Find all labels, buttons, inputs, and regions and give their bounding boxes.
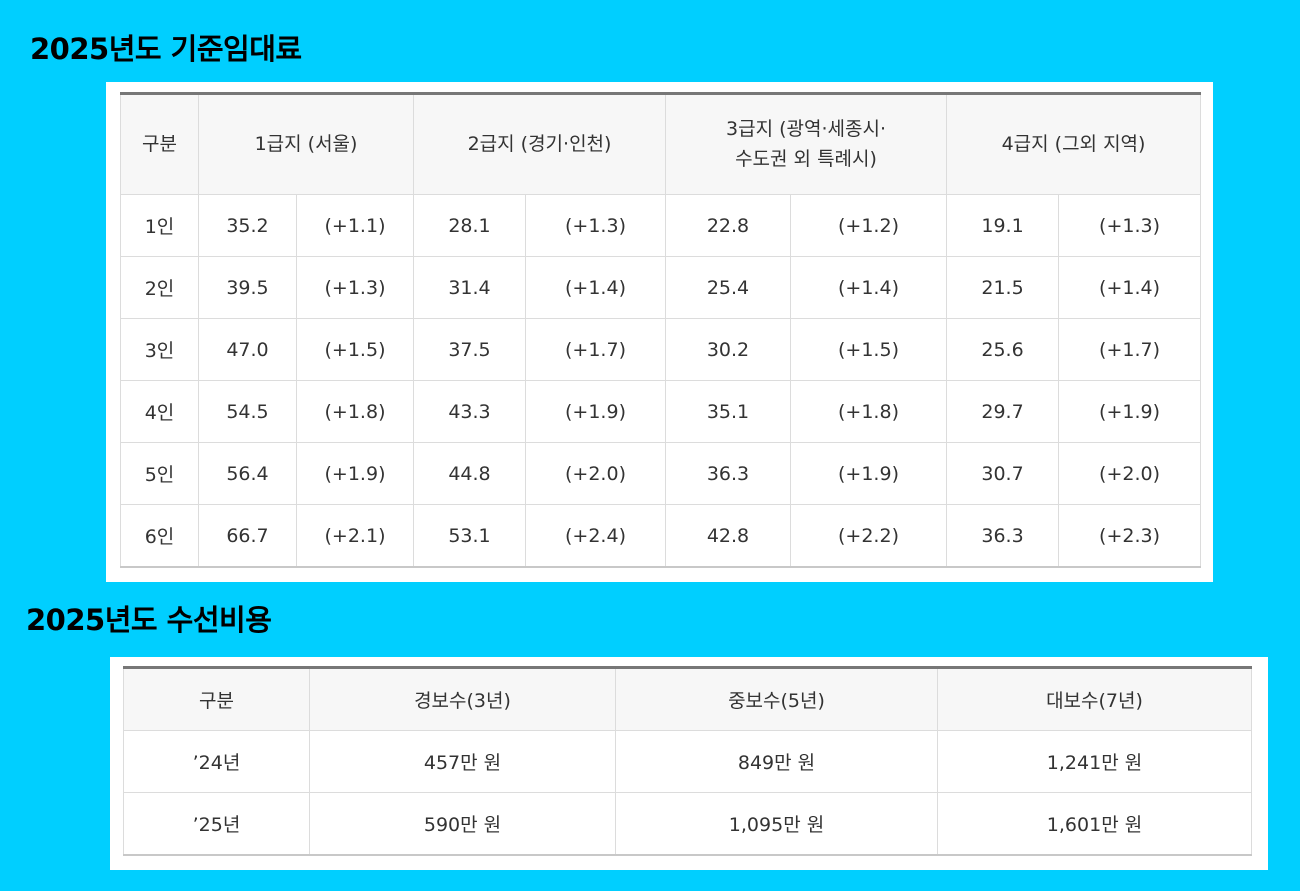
header-category: 구분: [123, 667, 310, 731]
region-3-change: (+1.9): [789, 442, 948, 505]
region-1-rent: 47.0: [198, 318, 297, 381]
region-2-rent: 31.4: [413, 256, 526, 319]
header-region-4: 4급지 (그외 지역): [946, 93, 1202, 195]
region-4-rent: 25.6: [946, 318, 1060, 381]
region-1-rent: 66.7: [198, 504, 297, 568]
row-label: 2인: [120, 256, 199, 319]
rent-section-title: 2025년도 기준임대료: [30, 32, 302, 66]
region-1-rent: 39.5: [198, 256, 297, 319]
region-1-rent: 56.4: [198, 442, 297, 505]
region-3-change: (+1.2): [789, 194, 948, 257]
table-row: 3인 47.0 (+1.5) 37.5 (+1.7) 30.2 (+1.5) 25.6 (+1.…: [120, 318, 1202, 381]
header-medium-repair: 중보수(5년): [615, 667, 938, 731]
region-2-change: (+2.4): [525, 504, 666, 568]
region-3-rent: 25.4: [665, 256, 791, 319]
row-label: 6인: [120, 504, 199, 568]
header-major-repair: 대보수(7년): [937, 667, 1252, 731]
major-repair-cost: 1,601만 원: [937, 792, 1252, 856]
header-region-3-line2: 수도권 외 특례시): [735, 147, 877, 170]
region-2-change: (+1.4): [525, 256, 666, 319]
header-region-1: 1급지 (서울): [198, 93, 414, 195]
row-label: 1인: [120, 194, 199, 257]
rent-table-panel: 구분 1급지 (서울) 2급지 (경기·인천) 3급지 (광역·세종시· 수도권…: [106, 82, 1213, 582]
table-row: 5인 56.4 (+1.9) 44.8 (+2.0) 36.3 (+1.9) 30.7 (+2.…: [120, 442, 1202, 505]
region-4-change: (+2.0): [1058, 442, 1202, 505]
table-row: 1인 35.2 (+1.1) 28.1 (+1.3) 22.8 (+1.2) 19.1 (+1.…: [120, 194, 1202, 257]
row-label: ’25년: [123, 792, 310, 856]
header-region-3-line1: 3급지 (광역·세종시·: [726, 118, 886, 141]
region-4-rent: 36.3: [946, 504, 1060, 568]
region-2-rent: 28.1: [413, 194, 526, 257]
rent-table: 구분 1급지 (서울) 2급지 (경기·인천) 3급지 (광역·세종시· 수도권…: [120, 92, 1202, 568]
region-4-change: (+1.4): [1058, 256, 1202, 319]
table-row: ’24년 457만 원 849만 원 1,241만 원: [123, 730, 1252, 793]
region-2-change: (+1.7): [525, 318, 666, 381]
row-label: ’24년: [123, 730, 310, 793]
region-3-rent: 22.8: [665, 194, 791, 257]
repair-section-title: 2025년도 수선비용: [26, 603, 272, 637]
medium-repair-cost: 849만 원: [615, 730, 938, 793]
region-2-change: (+1.3): [525, 194, 666, 257]
rent-table-body: 1인 35.2 (+1.1) 28.1 (+1.3) 22.8 (+1.2) 19.1 (+1.…: [120, 194, 1202, 568]
region-3-rent: 36.3: [665, 442, 791, 505]
region-2-change: (+1.9): [525, 380, 666, 443]
region-3-change: (+1.5): [789, 318, 948, 381]
region-1-change: (+1.5): [296, 318, 414, 381]
region-4-change: (+1.3): [1058, 194, 1202, 257]
header-region-3: 3급지 (광역·세종시· 수도권 외 특례시): [664, 93, 948, 195]
region-3-rent: 35.1: [665, 380, 791, 443]
region-4-rent: 30.7: [946, 442, 1060, 505]
region-4-rent: 29.7: [946, 380, 1060, 443]
row-label: 3인: [120, 318, 199, 381]
region-3-change: (+1.8): [789, 380, 948, 443]
table-row: ’25년 590만 원 1,095만 원 1,601만 원: [123, 792, 1252, 856]
header-region-2: 2급지 (경기·인천): [413, 93, 666, 195]
region-3-change: (+1.4): [789, 256, 948, 319]
rent-header-row: 구분 1급지 (서울) 2급지 (경기·인천) 3급지 (광역·세종시· 수도권…: [120, 93, 1202, 195]
region-2-change: (+2.0): [525, 442, 666, 505]
major-repair-cost: 1,241만 원: [937, 730, 1252, 793]
region-1-change: (+2.1): [296, 504, 414, 568]
repair-table-body: ’24년 457만 원 849만 원 1,241만 원 ’25년 590만 원 1,095만…: [123, 730, 1252, 856]
region-2-rent: 37.5: [413, 318, 526, 381]
region-1-change: (+1.3): [296, 256, 414, 319]
medium-repair-cost: 1,095만 원: [615, 792, 938, 856]
row-label: 5인: [120, 442, 199, 505]
region-1-rent: 54.5: [198, 380, 297, 443]
repair-header-row: 구분 경보수(3년) 중보수(5년) 대보수(7년): [123, 667, 1252, 731]
region-4-rent: 19.1: [946, 194, 1060, 257]
region-2-rent: 43.3: [413, 380, 526, 443]
row-label: 4인: [120, 380, 199, 443]
repair-table: 구분 경보수(3년) 중보수(5년) 대보수(7년) ’24년 457만 원 849…: [123, 666, 1252, 856]
region-1-change: (+1.9): [296, 442, 414, 505]
region-1-rent: 35.2: [198, 194, 297, 257]
header-category: 구분: [120, 93, 199, 195]
region-2-rent: 44.8: [413, 442, 526, 505]
header-light-repair: 경보수(3년): [309, 667, 616, 731]
region-1-change: (+1.1): [296, 194, 414, 257]
region-4-rent: 21.5: [946, 256, 1060, 319]
region-2-rent: 53.1: [413, 504, 526, 568]
table-row: 6인 66.7 (+2.1) 53.1 (+2.4) 42.8 (+2.2) 36.3 (+2.…: [120, 504, 1202, 568]
light-repair-cost: 457만 원: [309, 730, 616, 793]
region-3-rent: 30.2: [665, 318, 791, 381]
table-row: 4인 54.5 (+1.8) 43.3 (+1.9) 35.1 (+1.8) 29.7 (+1.…: [120, 380, 1202, 443]
region-3-rent: 42.8: [665, 504, 791, 568]
region-4-change: (+1.7): [1058, 318, 1202, 381]
region-1-change: (+1.8): [296, 380, 414, 443]
region-4-change: (+1.9): [1058, 380, 1202, 443]
table-row: 2인 39.5 (+1.3) 31.4 (+1.4) 25.4 (+1.4) 21.5 (+1.…: [120, 256, 1202, 319]
repair-table-panel: 구분 경보수(3년) 중보수(5년) 대보수(7년) ’24년 457만 원 849…: [110, 657, 1268, 870]
light-repair-cost: 590만 원: [309, 792, 616, 856]
region-4-change: (+2.3): [1058, 504, 1202, 568]
region-3-change: (+2.2): [789, 504, 948, 568]
